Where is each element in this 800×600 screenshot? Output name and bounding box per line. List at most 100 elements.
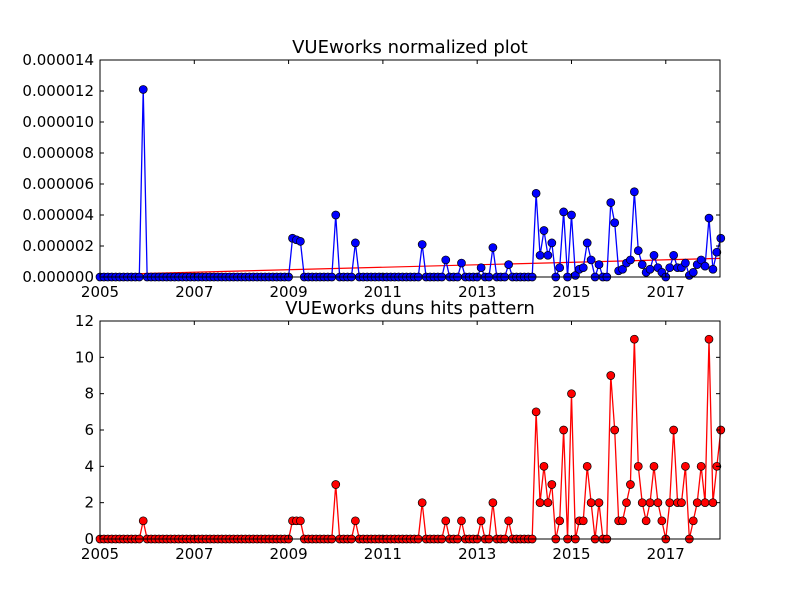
- x-tick-label: 2011: [364, 283, 402, 301]
- x-tick-label: 2015: [552, 283, 590, 301]
- y-tick-label: 2: [84, 494, 94, 512]
- data-point: [649, 250, 659, 260]
- data-point: [504, 516, 513, 526]
- data-point: [582, 461, 592, 471]
- data-point: [138, 516, 148, 526]
- y-tick-label: 4: [84, 457, 94, 475]
- data-point: [531, 188, 541, 198]
- data-point: [488, 498, 498, 508]
- data-point: [476, 516, 486, 526]
- data-point: [488, 243, 498, 252]
- series-line: [100, 89, 722, 280]
- data-point: [688, 516, 698, 526]
- data-point: [618, 264, 627, 274]
- plot-frame: [99, 59, 721, 278]
- chart-title: VUEworks normalized plot: [292, 37, 528, 58]
- data-point: [645, 264, 655, 274]
- data-point: [582, 238, 592, 248]
- y-tick-label: 6: [84, 421, 94, 439]
- data-point: [692, 498, 702, 508]
- data-point: [586, 255, 596, 265]
- data-point: [657, 516, 667, 526]
- data-point: [633, 246, 643, 255]
- data-point: [669, 425, 678, 435]
- data-point: [681, 461, 690, 471]
- data-point: [417, 240, 427, 249]
- data-point: [610, 218, 620, 228]
- data-point: [555, 516, 565, 526]
- data-point: [559, 207, 568, 217]
- data-point: [441, 255, 451, 265]
- data-point: [653, 498, 663, 508]
- data-point: [441, 516, 451, 526]
- data-point: [669, 250, 678, 260]
- data-point: [351, 516, 360, 526]
- y-tick-label: 0: [84, 530, 94, 548]
- y-tick-label: 0.000008: [22, 144, 94, 162]
- data-point: [504, 260, 513, 269]
- data-point: [539, 461, 549, 471]
- data-point: [696, 461, 706, 471]
- normalized-plot-panel: VUEworks normalized plot 0.000000 0.000002…: [22, 37, 726, 301]
- data-point: [677, 498, 686, 508]
- series-line: [100, 339, 722, 540]
- data-point: [716, 233, 726, 243]
- data-point: [539, 226, 549, 235]
- chart-title: VUEworks duns hits pattern: [285, 298, 535, 319]
- data-point: [594, 498, 604, 508]
- data-point: [606, 198, 616, 207]
- data-point: [704, 213, 714, 223]
- data-point: [531, 407, 541, 417]
- x-tick-label: 2017: [647, 283, 685, 301]
- data-point: [708, 264, 718, 274]
- x-tick-label: 2009: [269, 545, 307, 563]
- data-point: [665, 498, 675, 508]
- data-point: [578, 263, 588, 273]
- data-point: [700, 498, 710, 508]
- data-point: [622, 498, 631, 508]
- data-point: [626, 255, 635, 265]
- y-tick-label: 0.000000: [22, 268, 94, 286]
- data-point: [457, 516, 466, 526]
- data-point: [138, 85, 148, 94]
- data-point: [535, 498, 545, 508]
- data-point: [543, 498, 553, 508]
- data-point: [535, 250, 545, 260]
- data-point: [629, 334, 639, 344]
- data-point: [629, 187, 639, 197]
- data-point: [704, 334, 714, 344]
- data-point: [708, 498, 718, 508]
- data-point: [626, 480, 635, 489]
- x-tick-label: 2015: [552, 545, 590, 563]
- data-point: [665, 263, 675, 273]
- data-point: [559, 425, 568, 435]
- y-tick-label: 0.000004: [22, 206, 94, 224]
- data-point: [688, 268, 698, 277]
- x-tick-label: 2017: [647, 545, 685, 563]
- data-point: [457, 258, 466, 268]
- data-point: [476, 263, 486, 273]
- data-point: [331, 210, 341, 220]
- y-tick-label: 0.000006: [22, 175, 94, 193]
- x-tick-label: 2013: [458, 283, 496, 301]
- data-point: [331, 480, 341, 489]
- data-point: [633, 461, 643, 471]
- y-tick-label: 0.000010: [22, 113, 94, 131]
- data-point: [351, 238, 360, 248]
- x-tick-label: 2013: [458, 545, 496, 563]
- data-point: [555, 263, 565, 273]
- data-point: [296, 237, 305, 246]
- y-tick-label: 8: [84, 385, 94, 403]
- x-tick-label: 2005: [81, 545, 119, 563]
- data-point: [567, 210, 576, 220]
- data-point: [681, 258, 690, 268]
- data-point: [417, 498, 427, 508]
- data-point: [567, 389, 576, 399]
- data-point: [637, 260, 647, 269]
- y-tick-label: 12: [75, 312, 94, 330]
- data-point: [586, 498, 596, 508]
- y-tick-label: 0.000012: [22, 82, 94, 100]
- data-point: [578, 516, 588, 526]
- data-point: [700, 261, 710, 271]
